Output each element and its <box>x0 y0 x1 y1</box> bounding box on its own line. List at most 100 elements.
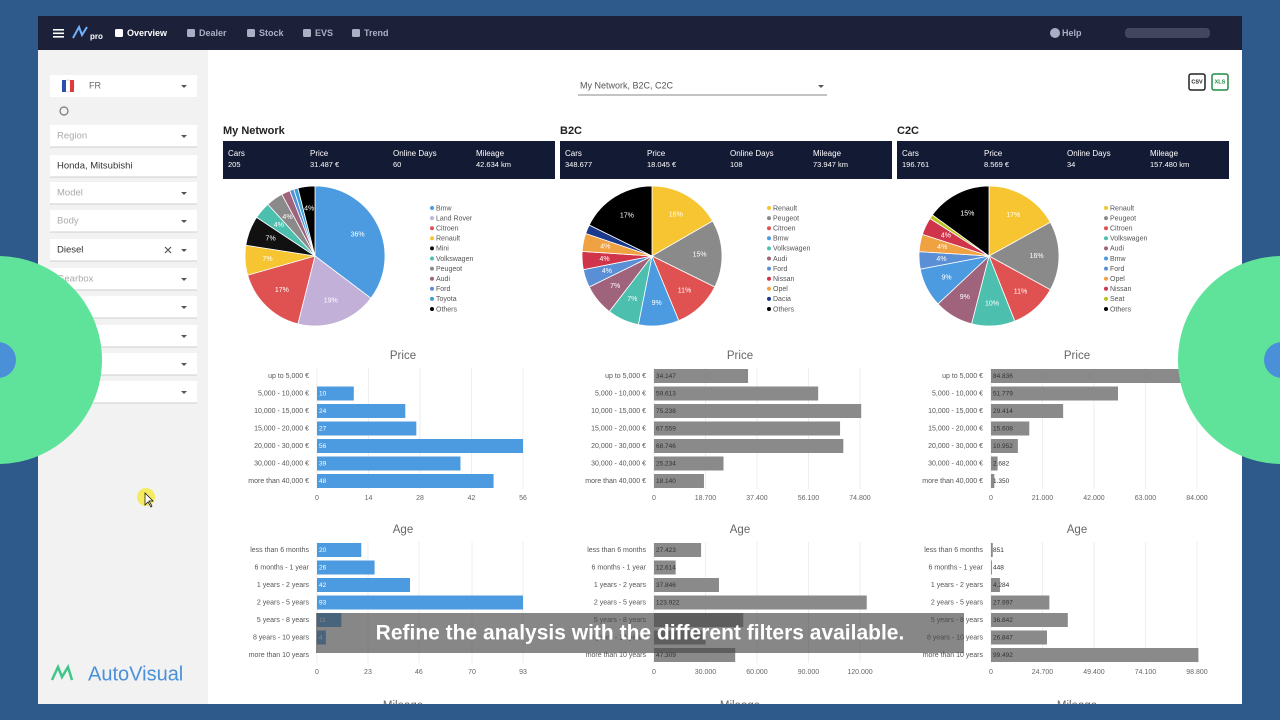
filter-field[interactable] <box>50 182 197 204</box>
nav-item[interactable]: Overview <box>127 28 168 38</box>
dropdown-arrow <box>181 278 187 281</box>
bar-label: 26 <box>319 565 327 572</box>
pie-label: 7% <box>262 256 272 263</box>
legend-label: Citroen <box>1110 226 1133 233</box>
network-selector[interactable]: My Network, B2C, C2C <box>580 80 674 90</box>
x-tick-label: 18.700 <box>695 495 717 502</box>
bar-label: 26.847 <box>993 635 1013 642</box>
x-tick-label: 63.000 <box>1135 495 1157 502</box>
flag-red <box>70 80 74 92</box>
nav-item[interactable]: Dealer <box>199 28 227 38</box>
export-label[interactable]: XLS <box>1215 79 1226 85</box>
pie-slice <box>651 220 723 288</box>
nav-item[interactable]: Stock <box>259 28 285 38</box>
x-tick-label: 74.100 <box>1135 669 1157 676</box>
legend-swatch <box>430 246 434 251</box>
xls-button[interactable] <box>1211 73 1229 91</box>
x-tick-label: 49.400 <box>1083 669 1105 676</box>
bar <box>991 613 1068 627</box>
reset-icon[interactable] <box>59 106 69 116</box>
legend-swatch <box>430 276 434 281</box>
bar-label: 34.147 <box>656 373 676 380</box>
bar <box>317 421 417 436</box>
help-icon[interactable] <box>1050 28 1060 38</box>
nav-icon[interactable] <box>352 29 360 37</box>
legend-swatch <box>767 216 771 221</box>
bar <box>317 578 411 592</box>
stat-label: Price <box>984 149 1003 158</box>
pie-slice <box>297 255 372 327</box>
filter-field[interactable] <box>50 125 197 147</box>
y-tick-label: less than 6 months <box>250 547 309 554</box>
legend-swatch <box>430 236 434 241</box>
bar-label: 24 <box>319 408 327 415</box>
legend-label: Others <box>436 306 458 313</box>
filter-label: Gearbox <box>57 274 94 285</box>
stat-label: Price <box>647 149 666 158</box>
menu-icon[interactable] <box>53 29 64 38</box>
legend-label: Peugeot <box>773 215 799 222</box>
bar-label: 1.350 <box>993 478 1010 485</box>
clear-icon[interactable] <box>164 246 172 254</box>
y-tick-label: up to 5,000 € <box>605 373 646 380</box>
country: FR <box>89 80 101 90</box>
filter-field[interactable] <box>50 239 197 261</box>
filter-field[interactable] <box>50 155 197 177</box>
y-tick-label: 5 years - 8 years <box>257 617 310 624</box>
legend-label: Others <box>773 306 795 313</box>
stat-label: Price <box>310 149 329 158</box>
stat-value: 60 <box>393 160 401 169</box>
export-label[interactable]: CSV <box>1191 79 1203 85</box>
bar <box>991 543 993 557</box>
csv-button[interactable] <box>1188 73 1206 91</box>
x-tick-label: 84.000 <box>1186 495 1208 502</box>
dropdown-arrow <box>181 249 187 252</box>
y-tick-label: more than 40,000 € <box>585 478 646 485</box>
nav-icon[interactable] <box>303 29 311 37</box>
legend-swatch <box>767 296 771 301</box>
cursor <box>144 492 154 508</box>
country-select[interactable] <box>50 75 197 97</box>
bar-label: 0 <box>319 373 323 380</box>
y-tick-label: 30,000 - 40,000 € <box>928 460 983 467</box>
bar <box>991 421 1030 436</box>
legend-swatch <box>430 226 434 231</box>
pie-slice <box>988 221 1060 291</box>
legend-label: Renault <box>1110 205 1134 212</box>
help-link[interactable]: Help <box>1062 28 1082 38</box>
bar <box>991 439 1018 453</box>
legend-swatch <box>767 286 771 291</box>
pie-label: 7% <box>627 296 637 303</box>
y-tick-label: 6 months - 1 year <box>592 564 647 571</box>
y-tick-label: up to 5,000 € <box>942 373 983 380</box>
legend-swatch <box>430 266 434 271</box>
pie-label: 19% <box>324 298 338 305</box>
dropdown-arrow <box>181 335 187 338</box>
legend-swatch <box>1104 266 1108 271</box>
legend-swatch <box>767 246 771 251</box>
legend-swatch <box>1104 206 1108 210</box>
legend-swatch <box>767 236 771 241</box>
x-tick-label: 0 <box>652 495 656 502</box>
legend-label: Audi <box>1110 246 1124 253</box>
filter-field[interactable] <box>50 268 197 290</box>
user-email-blurred[interactable] <box>1125 28 1210 38</box>
bar-label: 123.922 <box>656 600 680 607</box>
pie-label: 7% <box>266 236 276 243</box>
filter-label: Model <box>57 188 83 199</box>
legend-swatch <box>767 307 771 311</box>
pie-label: 15% <box>960 210 974 217</box>
nav-item[interactable]: EVS <box>315 28 333 38</box>
nav-icon[interactable] <box>115 29 123 37</box>
bar-label: 4.284 <box>993 582 1010 589</box>
pie-label: 16% <box>1030 253 1044 260</box>
legend-label: Seat <box>1110 296 1124 303</box>
bar-label: 18.140 <box>656 478 676 485</box>
nav-icon[interactable] <box>247 29 255 37</box>
filter-field[interactable] <box>50 210 197 232</box>
nav-item[interactable]: Trend <box>364 28 389 38</box>
stat-label: Online Days <box>393 149 437 158</box>
stat-value: 73.947 km <box>813 160 848 169</box>
nav-icon[interactable] <box>187 29 195 37</box>
bar <box>317 456 461 471</box>
